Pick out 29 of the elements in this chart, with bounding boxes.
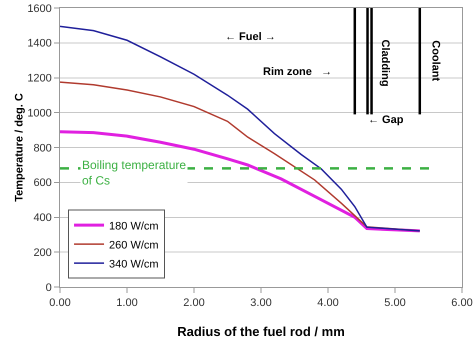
line-series (60, 26, 421, 232)
legend-label: 340 W/cm (109, 258, 159, 270)
annotation: ← Fuel → (225, 31, 276, 43)
y-tick-label: 800 (33, 142, 52, 154)
y-tick-label: 600 (33, 177, 52, 190)
y-axis-title: Temperature / deg. C (13, 93, 26, 202)
annotation: ← Gap (368, 114, 404, 126)
y-tick-label: 1200 (27, 72, 52, 85)
legend-label: 260 W/cm (109, 239, 159, 252)
annotation: Cladding (379, 39, 392, 87)
x-tick-label: 3.00 (250, 297, 272, 310)
y-tick-label: 1400 (27, 38, 52, 50)
annotation: Coolant (429, 40, 442, 82)
x-tick-label: 0.00 (49, 297, 71, 310)
x-axis-title: Radius of the fuel rod / mm (177, 324, 345, 339)
x-tick-label: 5.00 (384, 297, 406, 310)
x-tick-label: 6.00 (451, 297, 473, 310)
line-series (60, 130, 422, 232)
y-tick-label: 400 (33, 212, 52, 224)
y-tick-label: 200 (33, 246, 52, 259)
annotation: Rim zone → (263, 66, 332, 78)
x-tick-label: 4.00 (317, 297, 339, 310)
x-tick-label: 2.00 (183, 297, 205, 310)
x-tick-label: 1.00 (116, 297, 138, 310)
y-tick-label: 1000 (27, 107, 52, 120)
ref-line-label: Boiling temperature of Cs (82, 158, 186, 188)
y-tick-label: 1600 (27, 2, 52, 15)
legend-label: 180 W/cm (109, 220, 159, 232)
y-tick-label: 0 (46, 282, 52, 294)
